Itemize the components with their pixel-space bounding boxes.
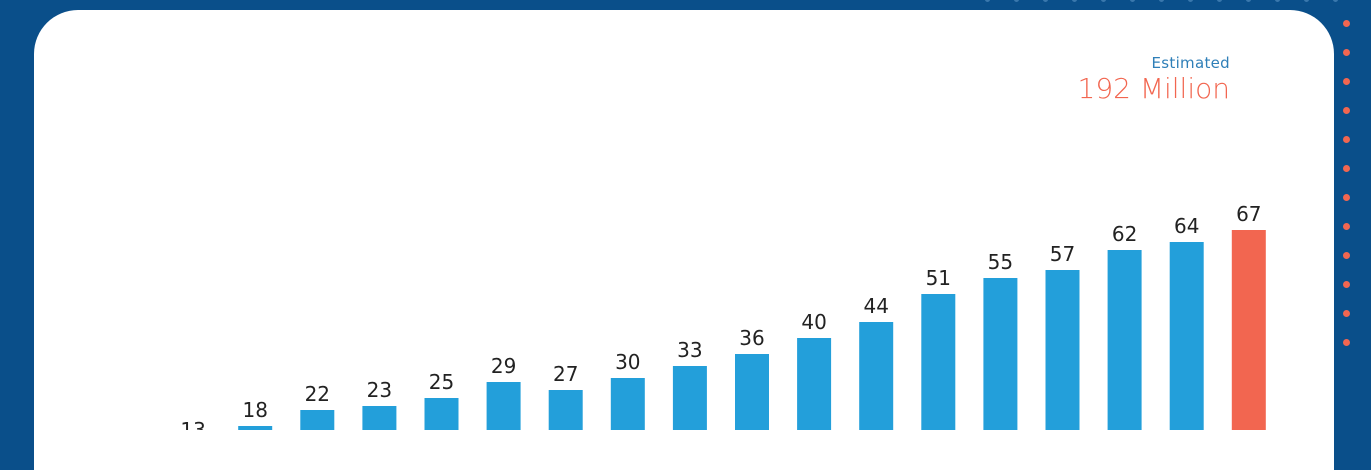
decor-dot <box>1343 78 1350 85</box>
decor-dot <box>1343 49 1350 56</box>
bar <box>921 294 956 430</box>
bar-value-label: 29 <box>491 354 516 378</box>
decor-dot <box>1343 252 1350 259</box>
bar-value-label: 40 <box>801 310 826 334</box>
bar <box>424 398 459 430</box>
bar-value-label: 23 <box>367 378 392 402</box>
bar-value-label: 62 <box>1112 222 1137 246</box>
estimate-block: Estimated 192 Million <box>1078 54 1231 105</box>
decor-dot <box>1043 0 1048 2</box>
decor-dot <box>1343 107 1350 114</box>
bar <box>672 366 707 430</box>
decor-dot <box>1275 0 1280 2</box>
bar-value-label: 11 <box>118 426 143 430</box>
bar-value-label: 27 <box>553 362 578 386</box>
bar-value-label: 57 <box>1050 242 1075 266</box>
decor-dot <box>1343 339 1350 346</box>
decor-dot <box>1343 136 1350 143</box>
bar-value-label: 44 <box>863 294 888 318</box>
bar-value-label: 51 <box>926 266 951 290</box>
bar <box>610 378 645 430</box>
bar-value-label: 22 <box>305 382 330 406</box>
bar <box>548 390 583 430</box>
bar-value-label: 30 <box>615 350 640 374</box>
decor-dot <box>1343 20 1350 27</box>
decor-dot <box>1101 0 1106 2</box>
bar-chart: 11 13 18 22 23 25 29 27 30 33 36 40 44 51 55 57 62 64 67 <box>118 202 1266 430</box>
bar <box>1045 270 1080 430</box>
decor-dot <box>1159 0 1164 2</box>
bar <box>859 322 894 430</box>
highlight-bar <box>1231 230 1266 430</box>
decor-dot <box>1188 0 1193 2</box>
bar <box>797 338 832 430</box>
bar-value-label: 33 <box>677 338 702 362</box>
bar-value-label: 36 <box>739 326 764 350</box>
decor-dot <box>1343 194 1350 201</box>
decor-dot <box>1304 0 1309 2</box>
decor-dot <box>1343 281 1350 288</box>
estimate-value: 192 Million <box>1077 72 1231 105</box>
top-dot-pattern <box>985 0 1345 5</box>
bar <box>362 406 397 430</box>
estimate-label: Estimated <box>1151 54 1230 72</box>
decor-dot <box>1130 0 1135 2</box>
bar-value-label: 25 <box>429 370 454 394</box>
bar <box>300 410 335 430</box>
bar <box>1107 250 1142 430</box>
bar-value-label: 55 <box>988 250 1013 274</box>
decor-dot <box>1072 0 1077 2</box>
bar <box>238 426 273 430</box>
bar <box>1169 242 1204 430</box>
bar <box>486 382 521 430</box>
decor-dot <box>1217 0 1222 2</box>
bar <box>735 354 769 430</box>
bar-value-label: 18 <box>242 398 267 422</box>
decor-dot <box>1343 165 1350 172</box>
decor-dot <box>1343 310 1350 317</box>
bar-value-label: 13 <box>180 418 205 430</box>
decor-dot <box>1333 0 1338 2</box>
decor-dot <box>1343 223 1350 230</box>
decor-dot <box>985 0 990 2</box>
right-dot-pattern <box>1341 20 1353 370</box>
bar-value-label: 67 <box>1236 202 1261 226</box>
bar <box>983 278 1018 430</box>
bar-value-label: 64 <box>1174 214 1199 238</box>
decor-dot <box>1246 0 1251 2</box>
decor-dot <box>1014 0 1019 2</box>
